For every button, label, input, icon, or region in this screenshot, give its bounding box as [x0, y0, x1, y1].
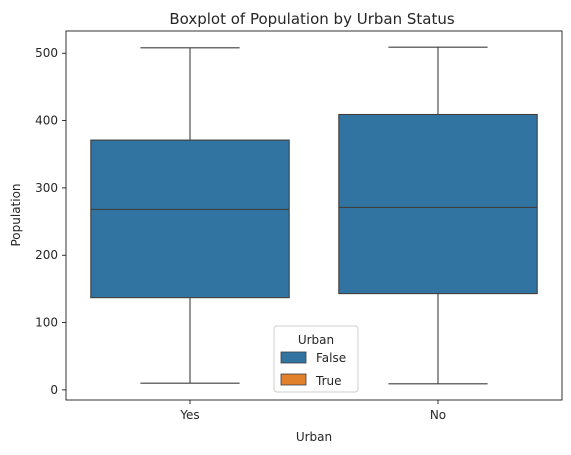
box-no — [338, 113, 538, 295]
y-tick-label: 200 — [35, 248, 58, 262]
box-yes — [90, 139, 290, 299]
legend-title: Urban — [298, 333, 334, 347]
x-axis-label: Urban — [296, 430, 332, 444]
x-tick-label-no: No — [430, 408, 446, 422]
box-group-no — [338, 46, 538, 385]
y-tick-label: 100 — [35, 316, 58, 330]
plot-area — [65, 30, 563, 401]
boxes-layer — [90, 46, 538, 385]
box-group-yes — [90, 47, 290, 384]
y-axis-label: Population — [9, 183, 23, 246]
chart-title: Boxplot of Population by Urban Status — [169, 10, 454, 28]
y-axis: 0 100 200 300 400 500 — [35, 46, 66, 397]
x-axis: Yes No — [179, 400, 446, 422]
legend-swatch-true — [280, 373, 307, 386]
legend-label-true: True — [315, 374, 342, 388]
y-tick-label: 300 — [35, 181, 58, 195]
y-tick-label: 500 — [35, 46, 58, 60]
legend: Urban False True — [273, 325, 359, 393]
legend-label-false: False — [316, 351, 346, 365]
x-tick-label-yes: Yes — [179, 408, 199, 422]
y-tick-label: 0 — [50, 383, 58, 397]
y-tick-label: 400 — [35, 114, 58, 128]
legend-swatch-false — [280, 351, 307, 364]
